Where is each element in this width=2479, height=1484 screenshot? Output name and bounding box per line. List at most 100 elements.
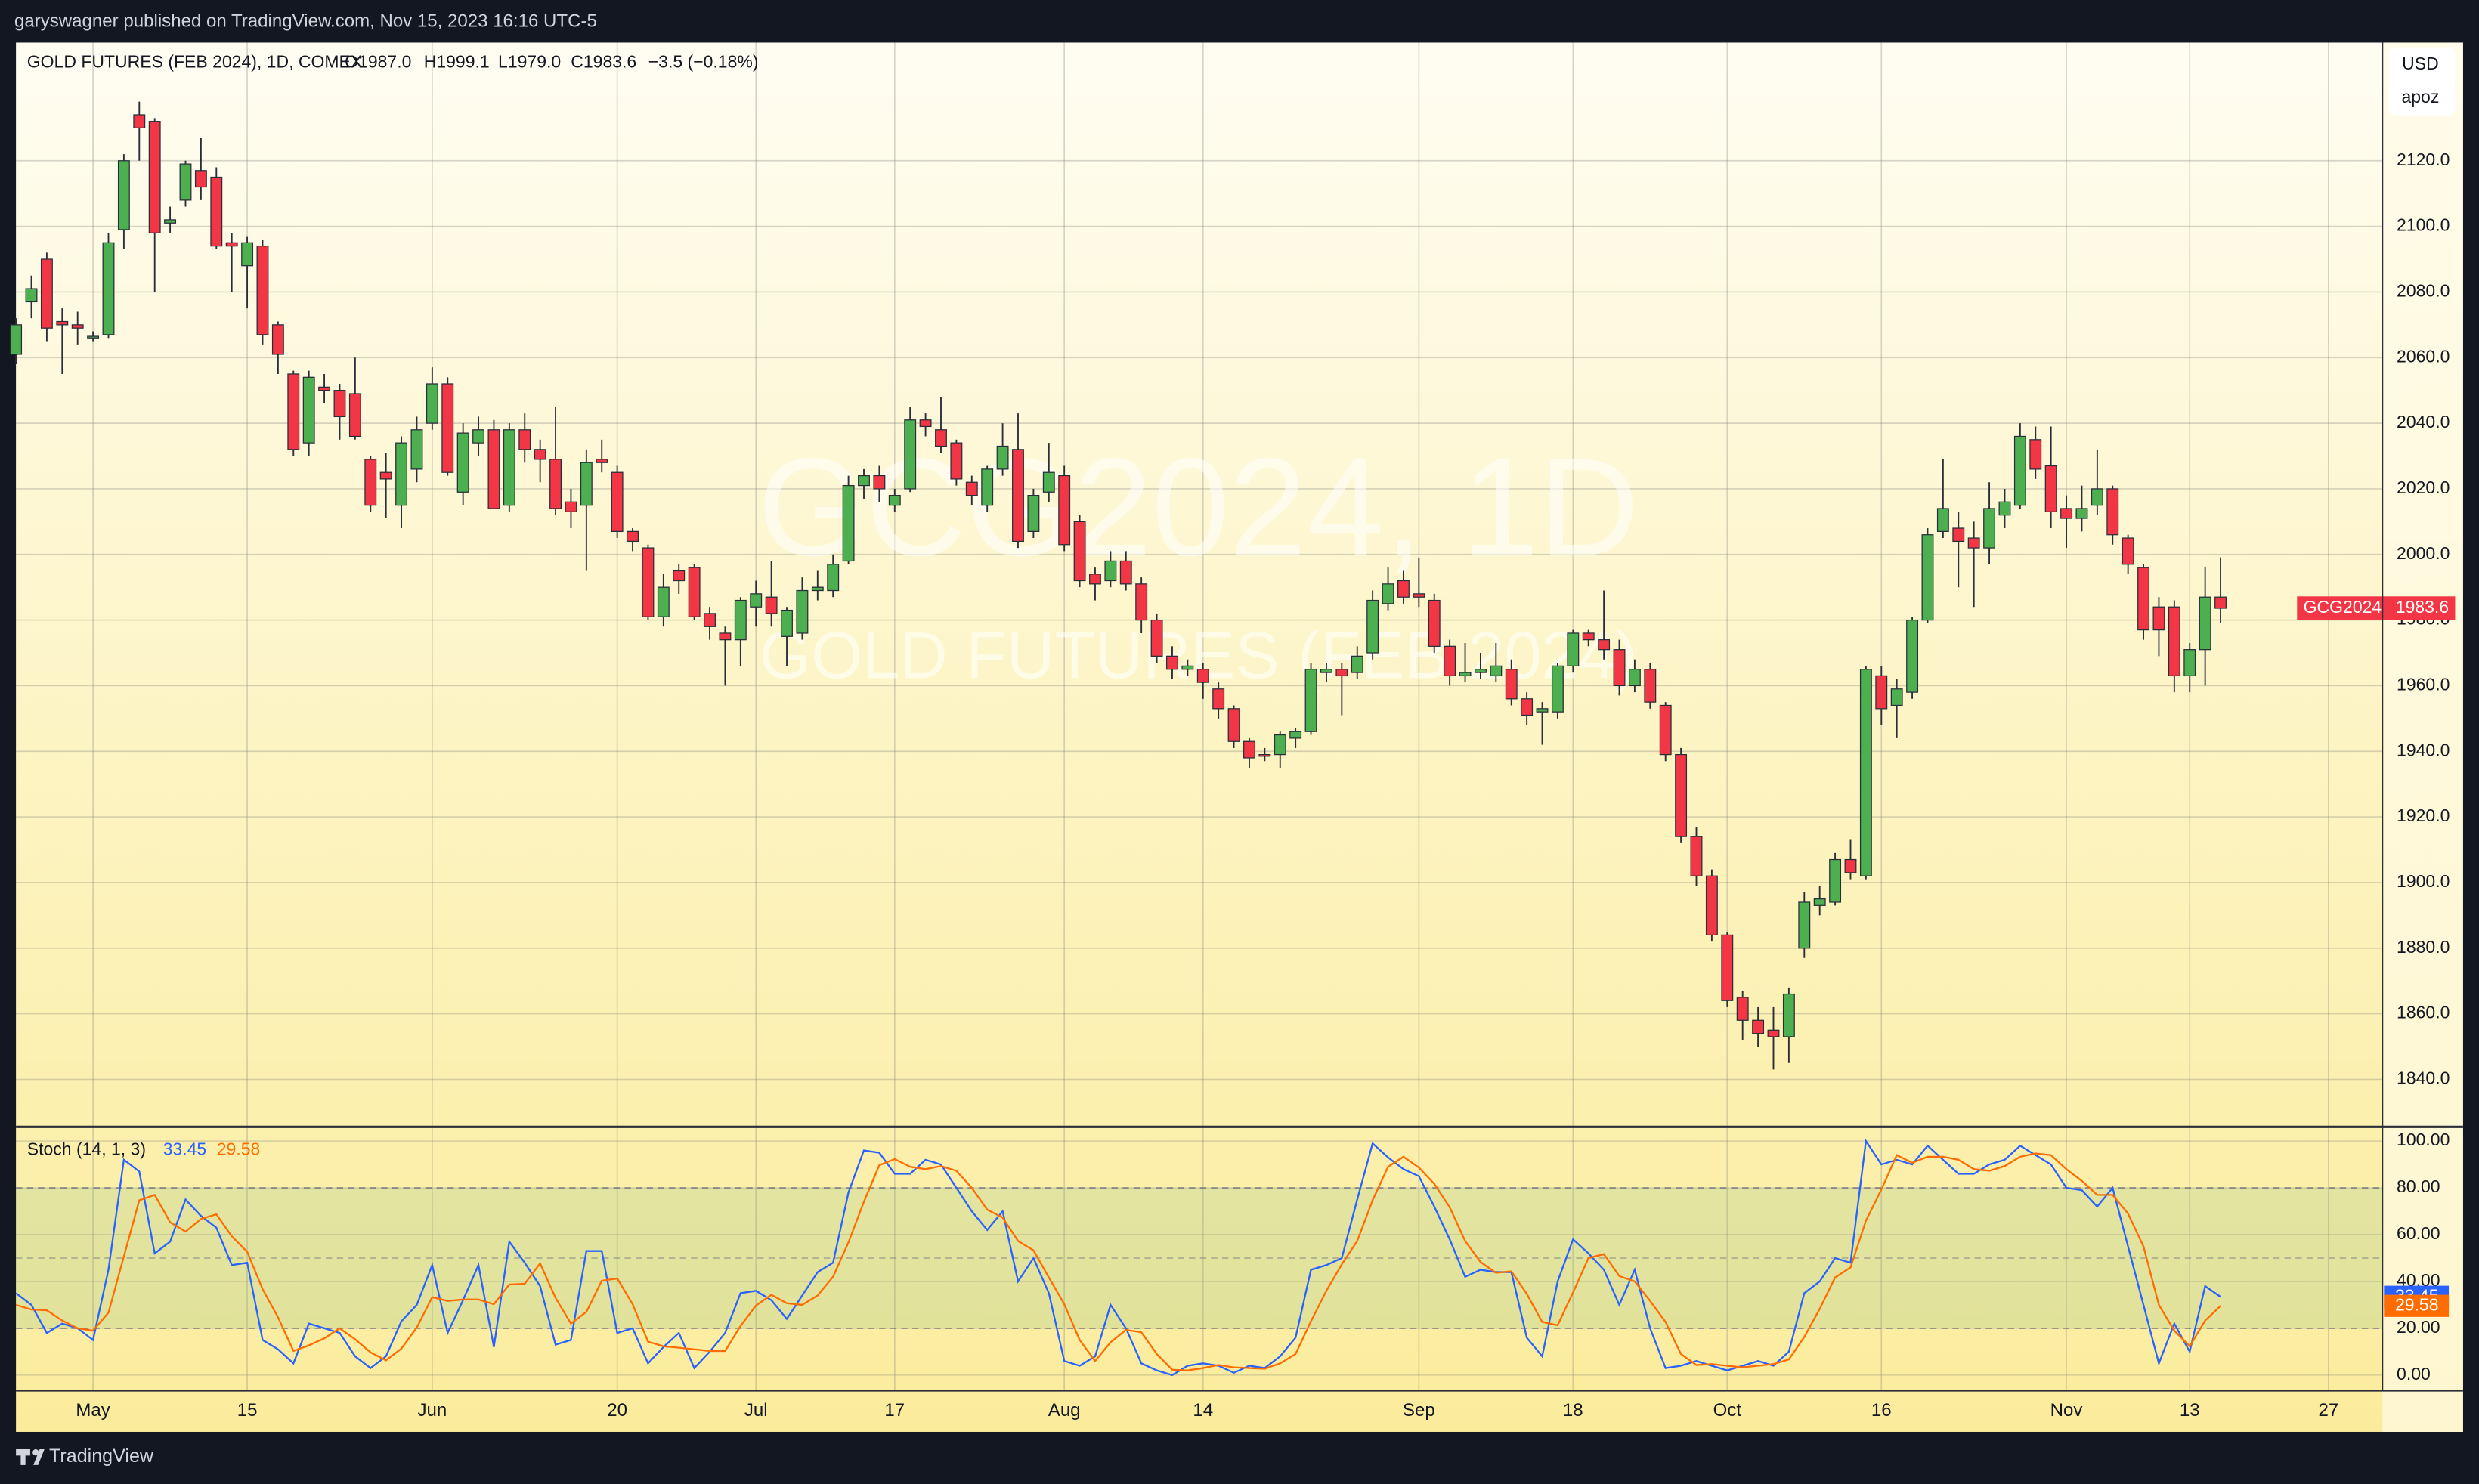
candle-body bbox=[1166, 655, 1178, 670]
y-tick-label: 2020.0 bbox=[2397, 478, 2450, 497]
candle-body bbox=[441, 383, 454, 473]
stoch-line bbox=[15, 1152, 2221, 1371]
candle-body bbox=[1428, 599, 1441, 647]
stoch-legend: Stoch (14, 1, 3) 33.45 29.58 bbox=[27, 1139, 261, 1159]
candle-body bbox=[1767, 1029, 1780, 1037]
candle-body bbox=[333, 390, 346, 418]
candle-body bbox=[1258, 753, 1271, 757]
candle-body bbox=[1628, 669, 1641, 687]
price-tag-value: 1983.6 bbox=[2396, 597, 2449, 617]
candle-body bbox=[1644, 669, 1657, 703]
candle-body bbox=[1089, 574, 1101, 585]
candle-body bbox=[1104, 560, 1117, 582]
candle-body bbox=[2013, 435, 2026, 506]
candle-body bbox=[287, 373, 300, 450]
candle-body bbox=[87, 335, 100, 339]
candle-body bbox=[1567, 632, 1580, 667]
candle-body bbox=[487, 429, 500, 509]
candle-body bbox=[271, 324, 284, 355]
y-tick-label: 1880.0 bbox=[2397, 937, 2450, 957]
candle-body bbox=[2152, 606, 2165, 631]
candle-body bbox=[117, 160, 130, 230]
candle-body bbox=[734, 599, 747, 641]
candle-body bbox=[1351, 655, 1363, 673]
scale-label[interactable]: apoz bbox=[2401, 87, 2439, 107]
x-tick-label: 20 bbox=[607, 1400, 627, 1421]
x-tick-label: Aug bbox=[1048, 1400, 1081, 1421]
candle-body bbox=[904, 419, 917, 490]
candle-body bbox=[1659, 704, 1672, 756]
y-tick-label: 1860.0 bbox=[2397, 1003, 2450, 1022]
candle-body bbox=[2075, 508, 2088, 519]
candle-body bbox=[1813, 898, 1826, 906]
legend-low: L1979.0 bbox=[498, 52, 561, 72]
candle-body bbox=[395, 442, 408, 506]
axes: May 15 Jun 20 Jul 17 Aug 14 Sep 18 Oct 16 Nov 13 27 184… bbox=[76, 150, 2456, 1421]
candle-body bbox=[2091, 488, 2103, 506]
y-tick-label: 2060.0 bbox=[2397, 346, 2450, 366]
candle-body bbox=[1998, 501, 2011, 516]
candle-body bbox=[426, 383, 438, 424]
candle-body bbox=[364, 459, 377, 506]
y-tick-label: 0.00 bbox=[2397, 1364, 2431, 1384]
marks bbox=[10, 101, 2227, 1377]
candle-body bbox=[148, 121, 161, 233]
currency-box[interactable] bbox=[2388, 47, 2456, 116]
legend-title: GOLD FUTURES (FEB 2024), 1D, COMEX bbox=[27, 52, 362, 72]
candle-body bbox=[1859, 669, 1872, 876]
x-tick-label: 16 bbox=[1871, 1400, 1892, 1421]
candle-body bbox=[1782, 993, 1795, 1037]
candle-body bbox=[781, 609, 793, 637]
candle-body bbox=[241, 242, 254, 267]
candle-body bbox=[1598, 639, 1611, 651]
candle-body bbox=[2137, 567, 2149, 631]
candle-body bbox=[611, 471, 624, 533]
candle-body bbox=[2122, 537, 2134, 565]
value-tag bbox=[2384, 1294, 2450, 1317]
candle-body bbox=[194, 170, 207, 188]
candle-body bbox=[1521, 698, 1534, 716]
y-tick-label: 2000.0 bbox=[2397, 543, 2450, 563]
candle-body bbox=[1212, 688, 1225, 710]
candle-body bbox=[1936, 508, 1949, 533]
candle-body bbox=[1721, 934, 1734, 1001]
watermark-symbol: GCG2024, 1D bbox=[758, 430, 1639, 586]
stoch-d-value: 29.58 bbox=[217, 1139, 261, 1159]
x-tick-label: 13 bbox=[2180, 1400, 2200, 1421]
candle-body bbox=[888, 494, 901, 506]
candle-body bbox=[1027, 494, 1040, 533]
candle-body bbox=[1890, 688, 1903, 706]
candle-body bbox=[811, 586, 824, 592]
footer-logo bbox=[16, 1448, 45, 1465]
candle-body bbox=[1921, 534, 1934, 621]
x-tick-label: Jun bbox=[417, 1400, 447, 1421]
candle-body bbox=[179, 163, 192, 201]
y-tick-label: 20.00 bbox=[2397, 1317, 2440, 1337]
candle-body bbox=[1952, 527, 1965, 543]
footer-brand: TradingView bbox=[49, 1445, 154, 1467]
candle-body bbox=[1829, 858, 1842, 903]
candle-body bbox=[1736, 997, 1749, 1021]
candle-body bbox=[1690, 836, 1703, 876]
candle-body bbox=[1967, 537, 1980, 549]
price-tag bbox=[2297, 596, 2456, 620]
candle-body bbox=[1366, 599, 1379, 654]
candle-body bbox=[627, 530, 639, 543]
y-tick-label: 2040.0 bbox=[2397, 412, 2450, 431]
candle-body bbox=[642, 547, 655, 617]
y-tick-label: 1900.0 bbox=[2397, 871, 2450, 891]
candle-body bbox=[580, 462, 593, 506]
price-axis bbox=[2382, 42, 2463, 1432]
x-tick-label: 27 bbox=[2318, 1400, 2338, 1421]
x-tick-label: 14 bbox=[1193, 1400, 1213, 1421]
candle-body bbox=[827, 564, 840, 592]
candle-body bbox=[1413, 593, 1425, 598]
y-tick-label: 100.00 bbox=[2397, 1130, 2450, 1149]
x-tick-label: 17 bbox=[884, 1400, 905, 1421]
candle-body bbox=[873, 475, 886, 490]
candle-body bbox=[1474, 669, 1487, 673]
x-tick-label: Oct bbox=[1713, 1400, 1742, 1421]
x-tick-label: 15 bbox=[237, 1400, 258, 1421]
currency[interactable]: USD bbox=[2402, 54, 2439, 73]
